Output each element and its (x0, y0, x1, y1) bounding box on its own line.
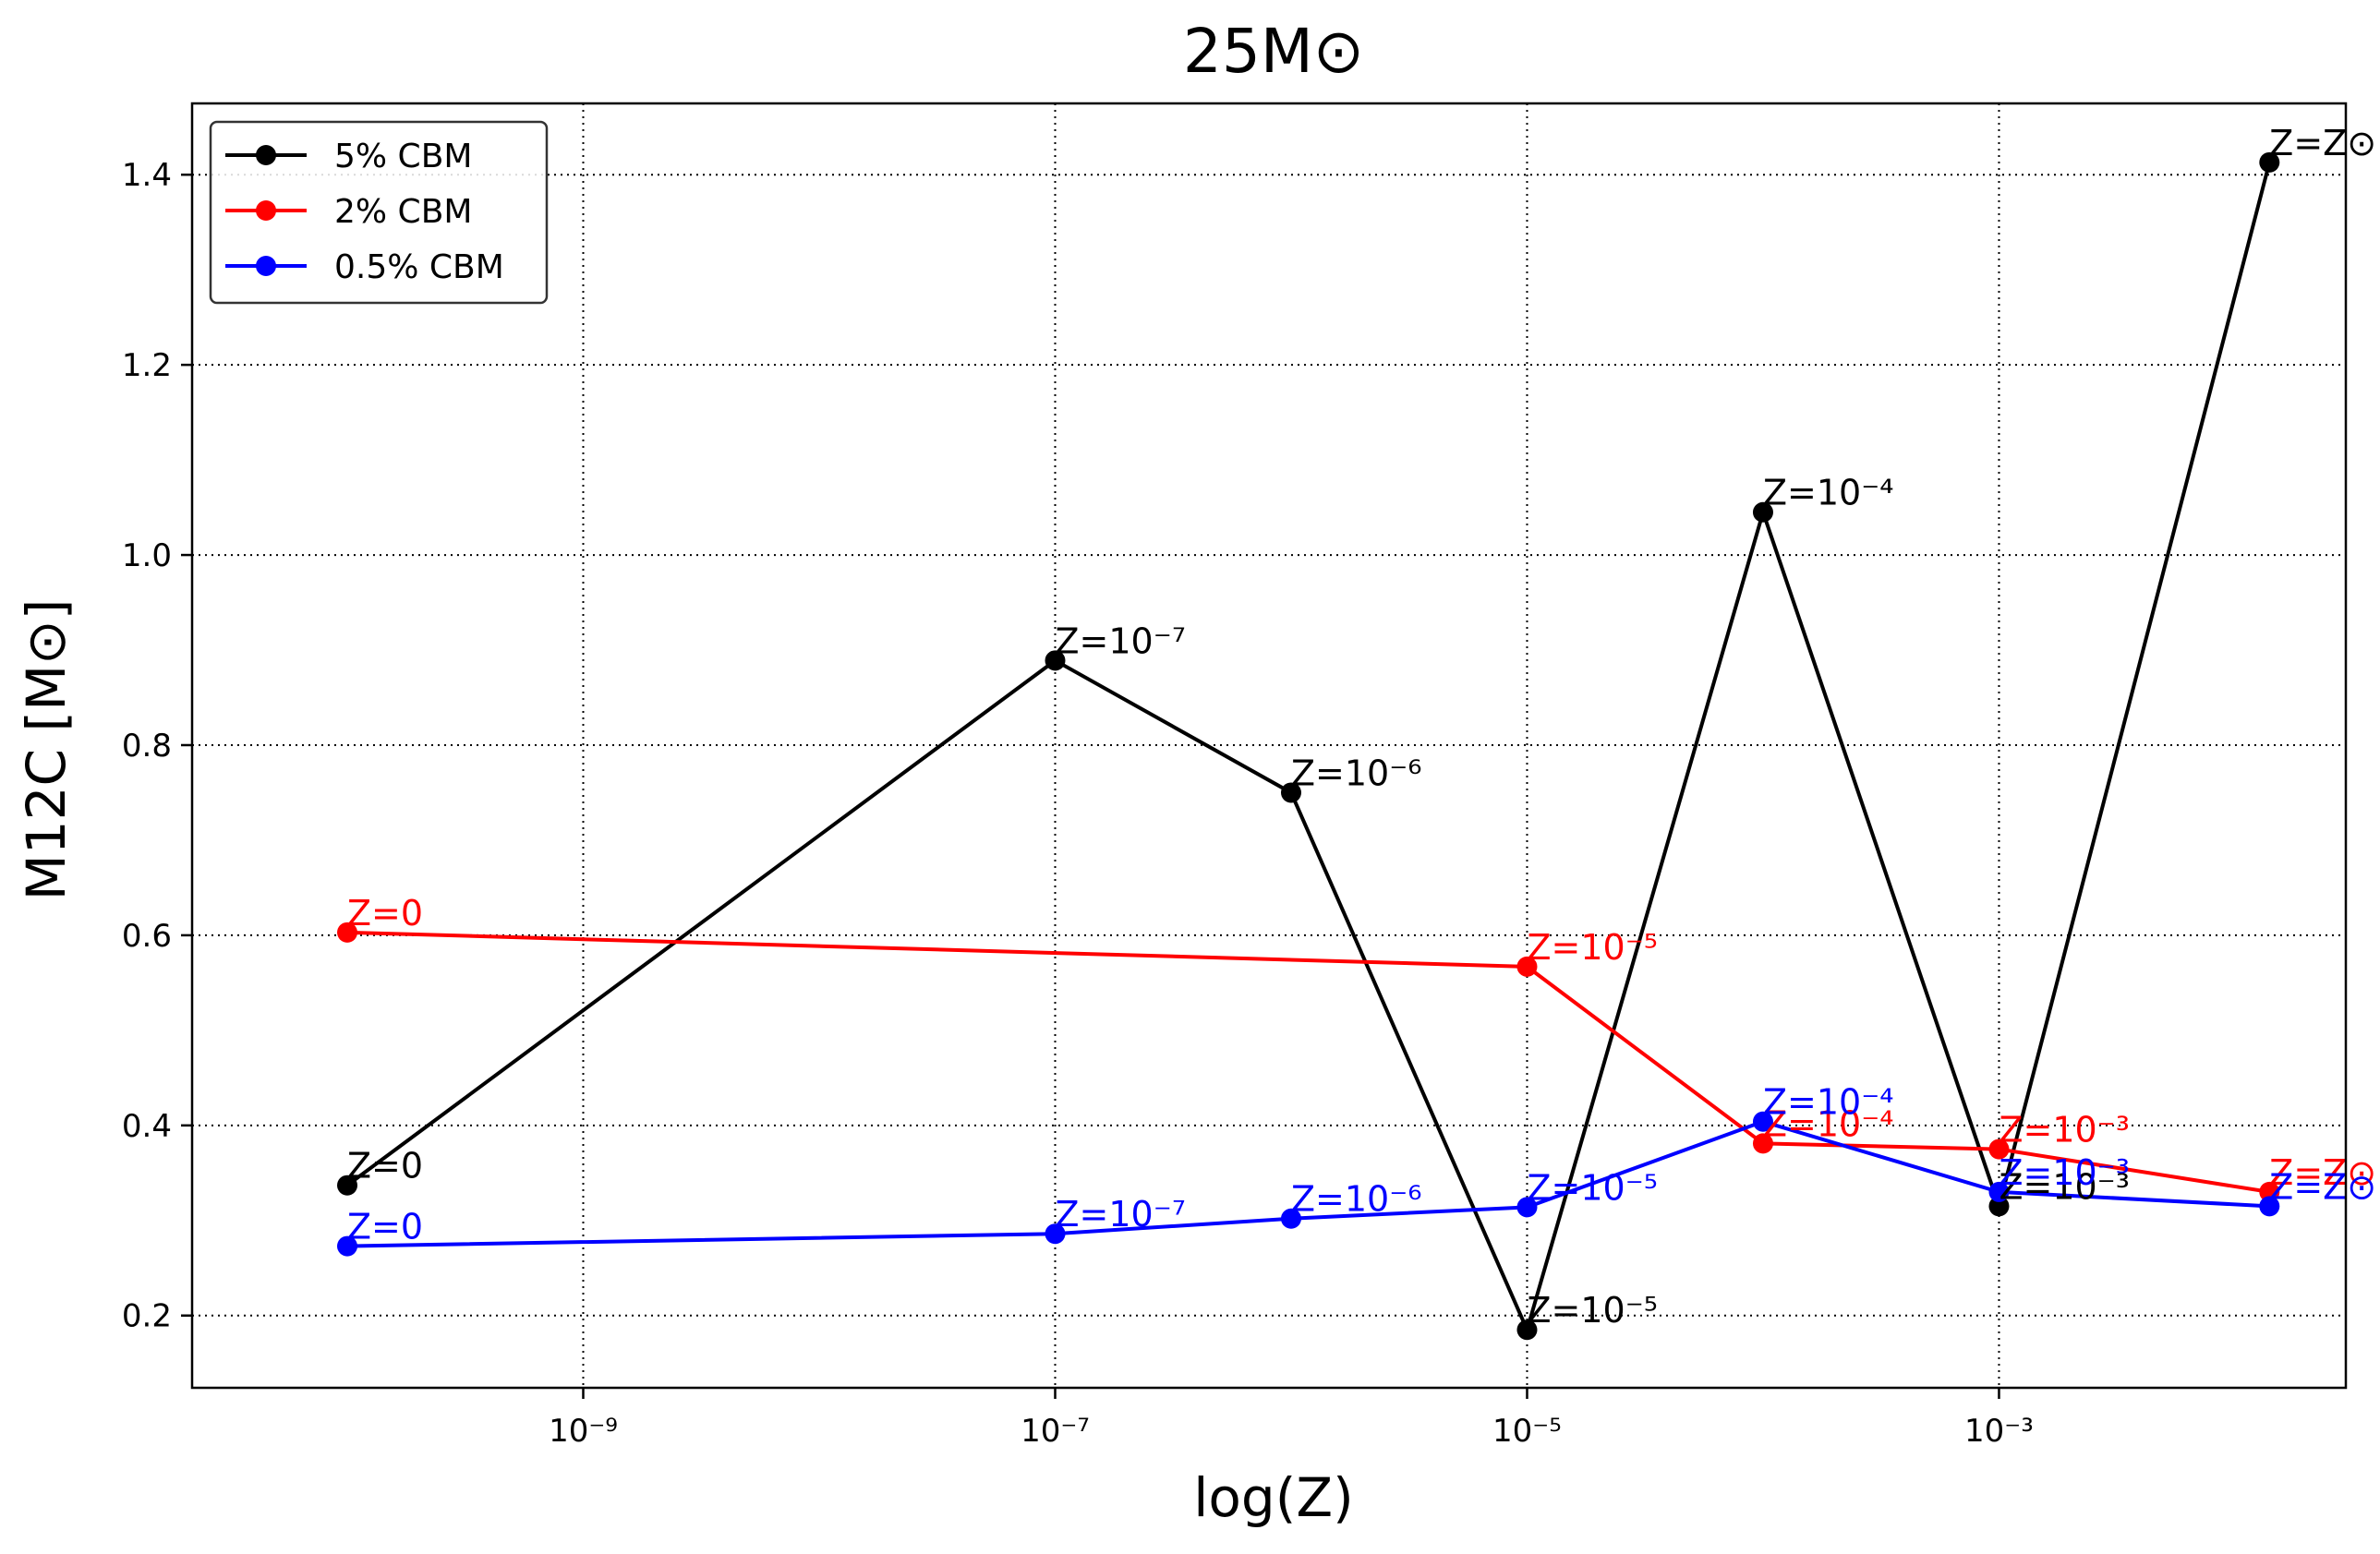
data-point (1988, 1196, 2010, 1217)
data-point (1988, 1138, 2010, 1160)
data-label: Z=10⁻⁶ (1291, 753, 1422, 793)
data-point (337, 922, 358, 943)
x-tick-label: 10⁻⁷ (1021, 1413, 1090, 1450)
data-point (1516, 1319, 1538, 1341)
series-lines (337, 151, 2280, 1341)
chart-title: 25M⊙ (1183, 16, 1364, 87)
legend-label: 2% CBM (334, 193, 472, 231)
data-point (1045, 650, 1066, 671)
y-tick-label: 1.4 (122, 157, 172, 194)
x-tick-label: 10⁻⁹ (549, 1413, 618, 1450)
data-label: Z=Z⊙ (2269, 123, 2376, 163)
data-label: Z=10⁻⁶ (1291, 1179, 1422, 1220)
data-point (337, 1235, 358, 1257)
legend-box (209, 120, 549, 305)
data-point (1280, 1208, 1301, 1229)
data-label: Z=10⁻⁷ (1055, 1194, 1186, 1235)
y-tick-label: 0.4 (122, 1108, 172, 1145)
data-label: Z=10⁻⁴ (1763, 473, 1894, 513)
data-point (1280, 782, 1301, 803)
x-tick-label: 10⁻⁵ (1492, 1413, 1562, 1450)
data-point (2259, 1181, 2280, 1202)
data-label: Z=Z⊙ (2269, 1152, 2376, 1193)
data-label: Z=10⁻⁷ (1055, 620, 1186, 661)
data-label: Z=10⁻³ (1999, 1110, 2130, 1150)
y-tick-label: 0.8 (122, 728, 172, 765)
data-point (1516, 1197, 1538, 1218)
data-label: Z=10⁻⁵ (1527, 1167, 1658, 1208)
legend-label: 0.5% CBM (334, 248, 504, 286)
data-label: Z=10⁻³ (1999, 1152, 2130, 1193)
data-label: Z=10⁻³ (1999, 1166, 2130, 1207)
data-point (1045, 1223, 1066, 1245)
legend-marker (256, 256, 276, 276)
data-point (1516, 956, 1538, 977)
data-label: Z=0 (347, 1207, 423, 1247)
legend-label: 5% CBM (334, 138, 472, 175)
data-label: Z=10⁻⁵ (1527, 1290, 1658, 1331)
data-label: Z=10⁻⁴ (1763, 1082, 1894, 1123)
data-point (1752, 1111, 1773, 1132)
data-point (2259, 151, 2280, 173)
y-tick-label: 0.2 (122, 1298, 172, 1335)
y-tick-label: 1.0 (122, 537, 172, 574)
data-label: Z=Z⊙ (2269, 1166, 2376, 1207)
legend-marker (256, 200, 276, 221)
data-point (2259, 1196, 2280, 1217)
y-tick-label: 1.2 (122, 347, 172, 384)
data-point (1752, 1133, 1773, 1154)
x-axis-title: log(Z) (1193, 1466, 1353, 1529)
y-axis-title: M12C [M⊙] (15, 599, 78, 901)
grid-lines (192, 103, 2346, 1388)
axis-ticks: 10⁻⁹ 10⁻⁷ 10⁻⁵ 10⁻³ 0.2 0.4 0.6 0.8 1.0 1.2 1.4 (122, 157, 2034, 1450)
data-label: Z=10⁻⁴ (1763, 1103, 1894, 1144)
x-tick-label: 10⁻³ (1964, 1413, 2034, 1450)
legend-marker (256, 145, 276, 165)
legend: 5% CBM 2% CBM 0.5% CBM (209, 120, 549, 305)
point-labels: Z=0 Z=10⁻⁷ Z=10⁻⁶ Z=10⁻⁵ Z=10⁻⁴ Z=10⁻³ Z=Z⊙ Z=0… (347, 123, 2376, 1331)
y-tick-label: 0.6 (122, 918, 172, 955)
data-label: Z=10⁻⁵ (1527, 927, 1658, 968)
data-label: Z=0 (347, 1146, 423, 1187)
data-point (1752, 501, 1773, 523)
data-point (1988, 1181, 2010, 1202)
data-point (337, 1175, 358, 1196)
data-label: Z=0 (347, 893, 423, 934)
